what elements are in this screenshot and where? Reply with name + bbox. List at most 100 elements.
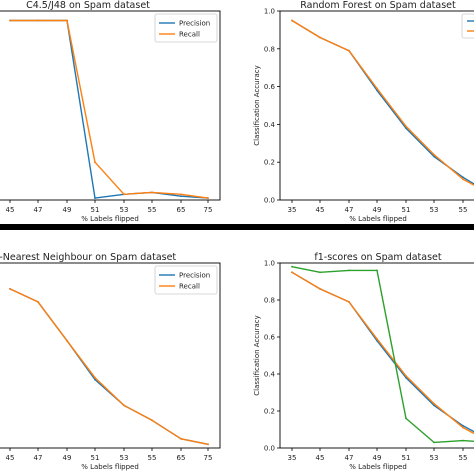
data-point: [405, 417, 407, 420]
x-tick-label: 51: [402, 206, 411, 214]
legend-box: [154, 265, 218, 295]
chart-4: f1-scores on Spam dataset 35 45 47 49 51 53 55%…: [253, 252, 474, 471]
x-tick-label: 49: [63, 206, 72, 214]
y-axis-label: Classification Accuracy: [253, 315, 261, 396]
data-point: [433, 402, 435, 405]
data-point: [291, 19, 293, 22]
x-tick-label: 53: [430, 454, 439, 462]
legend-box: [461, 13, 474, 39]
x-tick-label: 49: [373, 454, 382, 462]
x-axis-label: % Labels flipped: [81, 463, 139, 471]
x-tick-label: 53: [120, 206, 129, 214]
x-axis-label: % Labels flipped: [349, 215, 407, 223]
data-point: [462, 176, 464, 179]
x-tick-label: 65: [177, 454, 186, 462]
y-tick-label: 0.4: [264, 371, 276, 379]
data-point: [207, 197, 209, 200]
x-axis-label: % Labels flipped: [349, 463, 407, 471]
y-tick-label: 0.2: [264, 159, 275, 167]
data-point: [180, 437, 182, 440]
x-tick-label: 49: [63, 454, 72, 462]
data-point: [123, 404, 125, 407]
chart-title: Random Forest on Spam dataset: [300, 0, 456, 11]
y-tick-label: 1.0: [264, 8, 275, 16]
x-tick-label: 47: [34, 454, 43, 462]
chart-3: k-Nearest Neighbour on Spam dataset 45 47 4…: [0, 252, 221, 471]
legend-label: Precision: [179, 272, 210, 280]
chart-title: f1-scores on Spam dataset: [314, 252, 442, 263]
data-point: [462, 178, 464, 181]
y-axis-label: Classification Accuracy: [253, 65, 261, 146]
data-point: [9, 288, 11, 290]
y-tick-label: 0.2: [264, 408, 275, 416]
data-point: [151, 191, 153, 194]
axes-frame: [279, 10, 474, 201]
x-tick-label: 35: [288, 206, 297, 214]
x-tick-label: 55: [148, 206, 157, 214]
x-tick-label: 53: [430, 206, 439, 214]
x-tick-label: 55: [459, 454, 468, 462]
data-point: [180, 195, 182, 198]
x-tick-label: 35: [288, 454, 297, 462]
y-tick-label: 1.0: [264, 260, 275, 268]
data-point: [462, 439, 464, 442]
legend-label: Recall: [179, 283, 200, 291]
axes-frame: [0, 10, 221, 201]
data-point: [433, 404, 435, 407]
x-tick-label: 47: [345, 454, 354, 462]
data-point: [405, 125, 407, 128]
x-tick-label: 47: [34, 206, 43, 214]
series-line-2: [9, 288, 209, 445]
axes-frame: [279, 262, 474, 449]
y-tick-label: 0.6: [264, 334, 276, 342]
data-point: [348, 301, 350, 303]
data-point: [405, 375, 407, 377]
y-tick-label: 0.8: [264, 297, 275, 305]
data-point: [376, 338, 378, 340]
series-line-3: [291, 266, 474, 444]
data-point: [433, 153, 435, 156]
chart-title: C4.5/J48 on Spam dataset: [26, 0, 150, 11]
data-point: [348, 269, 350, 272]
data-point: [433, 441, 435, 444]
y-tick-label: 0.0: [264, 197, 275, 205]
x-tick-label: 51: [91, 206, 100, 214]
x-tick-label: 55: [459, 206, 468, 214]
y-tick-label: 0.0: [264, 445, 275, 453]
x-tick-label: 45: [6, 206, 15, 214]
x-axis-label: % Labels flipped: [81, 215, 139, 223]
x-tick-label: 51: [402, 454, 411, 462]
series-line-2: [291, 271, 474, 435]
data-point: [94, 197, 96, 200]
y-tick-label: 0.8: [264, 45, 275, 53]
data-point: [348, 49, 350, 52]
data-point: [207, 443, 209, 446]
x-tick-label: 45: [316, 206, 325, 214]
x-tick-label: 45: [6, 454, 15, 462]
x-tick-label: 45: [316, 454, 325, 462]
chart-title: k-Nearest Neighbour on Spam dataset: [0, 252, 176, 263]
data-point: [462, 426, 464, 429]
data-point: [291, 265, 293, 268]
data-point: [319, 271, 321, 274]
x-tick-label: 65: [177, 206, 186, 214]
data-point: [123, 193, 125, 196]
data-point: [433, 155, 435, 158]
data-point: [37, 301, 39, 303]
x-tick-label: 51: [91, 454, 100, 462]
data-point: [462, 424, 464, 427]
y-tick-label: 0.6: [264, 83, 276, 91]
data-point: [94, 376, 96, 379]
axes-frame: [0, 262, 221, 449]
y-tick-label: 0.4: [264, 121, 276, 129]
x-tick-label: 53: [120, 454, 129, 462]
legend-box: [154, 13, 218, 43]
x-tick-label: 75: [204, 454, 213, 462]
chart-2: Random Forest on Spam dataset 35 45 47 49 51 5…: [253, 0, 474, 223]
x-tick-label: 47: [345, 206, 354, 214]
data-point: [66, 19, 68, 22]
x-tick-label: 75: [204, 206, 213, 214]
series-line-2: [10, 19, 209, 199]
data-point: [319, 288, 321, 290]
